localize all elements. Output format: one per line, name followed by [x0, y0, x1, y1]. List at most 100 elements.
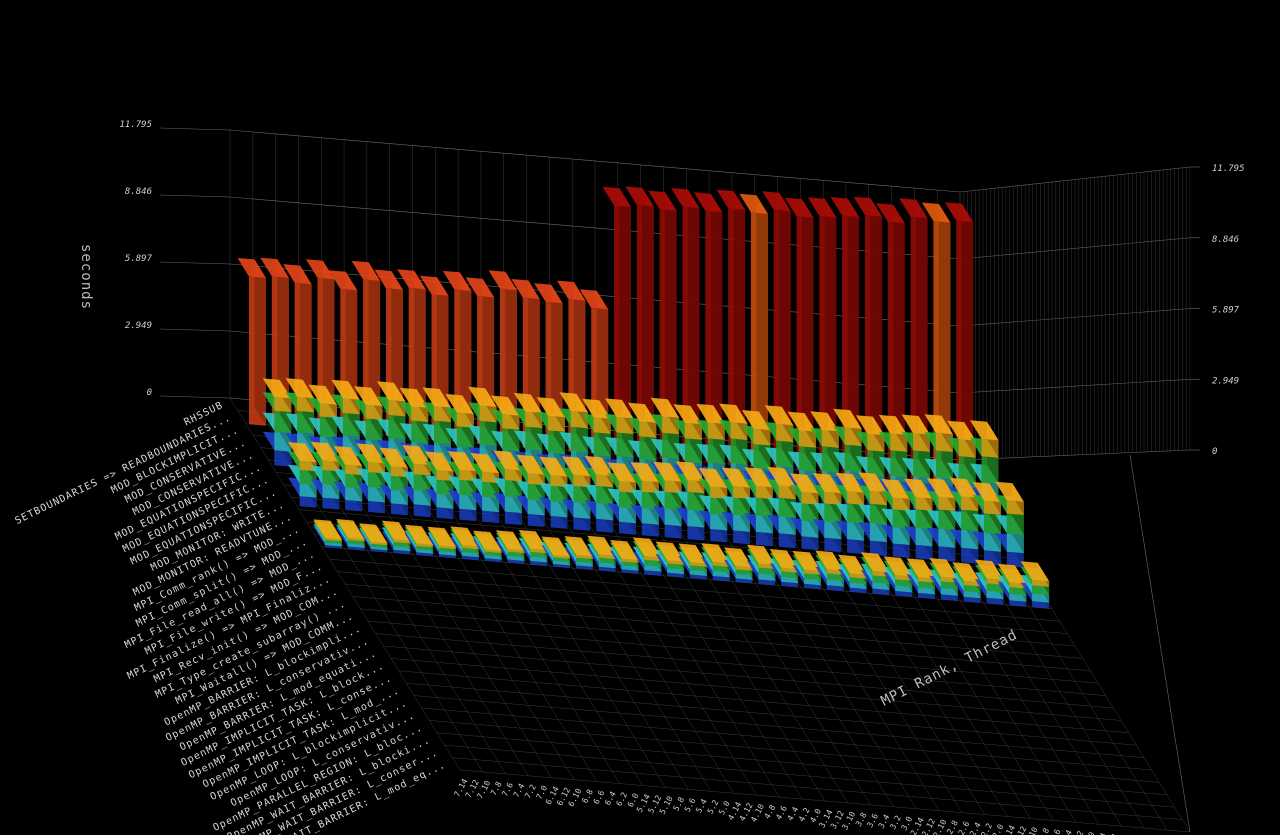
bar-face [735, 578, 753, 584]
bar-top [541, 536, 570, 557]
bar-face [507, 548, 525, 554]
bar-top [701, 543, 730, 564]
bar-top [237, 258, 266, 278]
bar-face [826, 573, 844, 581]
bar-top [420, 275, 449, 296]
bar-top [812, 473, 842, 494]
bar-face [347, 546, 365, 551]
floor-grid-line [459, 769, 1191, 833]
bar-face [507, 559, 525, 564]
bar-face [1009, 593, 1027, 602]
bar-top [260, 257, 289, 278]
bar-top [285, 378, 315, 399]
bar-top [584, 455, 614, 476]
floor-grid-line [298, 509, 1030, 572]
bar-top [425, 451, 454, 472]
bar-top [970, 420, 999, 441]
z-tick-label-left: 0 [147, 388, 152, 398]
bar-face [370, 541, 388, 546]
bar-face [416, 543, 434, 548]
bar-top [351, 260, 381, 281]
bar-top [855, 415, 885, 436]
bar-top [587, 535, 616, 556]
bar-face [872, 575, 890, 584]
bar-top [655, 541, 685, 562]
bar-face [918, 592, 935, 599]
z-tick-label-left: 8.846 [125, 187, 152, 197]
bar-top [333, 446, 363, 466]
bar-face [667, 563, 685, 570]
bar-face [439, 545, 456, 550]
floor-grid-line [360, 608, 1091, 672]
bar-face [393, 546, 411, 552]
bar-face [804, 573, 821, 581]
z-tick-line [159, 194, 231, 198]
bar-top [975, 559, 1004, 580]
bar-top [442, 270, 472, 291]
bar-face [575, 565, 593, 570]
bar-face [553, 563, 570, 568]
bar-face [804, 569, 821, 575]
bar-face [598, 566, 616, 572]
bar-top [422, 387, 451, 408]
bar-side [847, 198, 860, 477]
bar-top [381, 520, 411, 541]
bar-face [781, 576, 799, 584]
bar-face [986, 597, 1004, 605]
bar-face [849, 587, 867, 594]
bar-top [610, 540, 639, 560]
bar-face [895, 579, 913, 587]
bar-top [724, 547, 753, 568]
bar-face [781, 571, 799, 579]
bar-top [534, 283, 563, 304]
bar-top [336, 519, 365, 540]
bar-face [895, 591, 913, 597]
bar-top [564, 536, 593, 557]
bar-face [370, 548, 388, 553]
bar-face [712, 565, 730, 573]
bar-face [575, 554, 593, 559]
bar-face [872, 588, 890, 595]
bar-face [963, 591, 981, 599]
column-label: 1.14 [1000, 824, 1017, 835]
bar-top [787, 411, 816, 432]
bar-side [961, 203, 974, 486]
column-label: 1.6 [1048, 827, 1063, 835]
bar-top [1020, 561, 1050, 582]
floor-grid-line [421, 707, 1152, 771]
z-tick-label-left: 2.949 [125, 321, 152, 331]
bar-face [804, 578, 821, 586]
bar-top [744, 467, 773, 488]
bar-face [895, 585, 913, 593]
floor-grid-line [367, 620, 1099, 684]
bar-face [530, 551, 548, 558]
bar-face [324, 542, 342, 547]
bar-face [667, 560, 685, 565]
bar-top [947, 420, 976, 441]
bar-top [306, 259, 335, 280]
bar-top [678, 543, 707, 564]
column-label: 0.12 [1103, 832, 1120, 835]
bar-top [860, 552, 890, 573]
floor-edge [1129, 454, 1191, 833]
bar-face [712, 576, 730, 582]
bar-top [539, 456, 568, 477]
bar-face [370, 546, 388, 551]
z-tick-label-right: 2.949 [1212, 376, 1239, 386]
bar-top [648, 190, 677, 211]
bar-face [530, 556, 548, 563]
bar-face [553, 557, 570, 563]
bar-top [427, 526, 456, 547]
bar-face [621, 565, 639, 571]
bar-face [530, 548, 548, 554]
bar-top [495, 530, 525, 551]
bar-top [283, 264, 312, 285]
bar-face [644, 570, 662, 576]
bar-face [507, 555, 525, 561]
bar-face [507, 551, 525, 558]
floor-grid-line [452, 757, 1183, 820]
bar-top [767, 466, 796, 487]
bar-top [447, 451, 477, 472]
bar-face [689, 570, 707, 576]
bar-side [254, 259, 266, 426]
